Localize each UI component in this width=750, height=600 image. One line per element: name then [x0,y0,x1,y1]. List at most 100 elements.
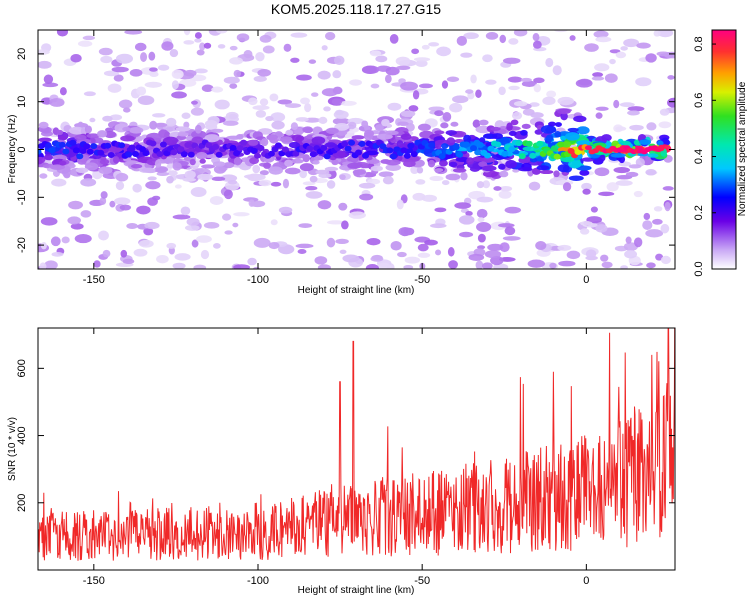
heatmap-cell [261,138,269,147]
heatmap-cell [579,169,590,176]
heatmap-cell [97,149,105,156]
heatmap-cell [50,236,61,247]
heatmap-cell [539,169,554,175]
snr-x-tick-label: 0 [583,575,589,587]
heatmap-cell [515,140,523,147]
heatmap-cell [370,83,380,89]
heatmap-cell [324,166,339,172]
heatmap-cell [191,239,199,248]
heatmap-cell [624,250,638,259]
heatmap-cell [595,224,608,233]
heatmap-cell [441,143,449,149]
heatmap-cell [334,122,350,131]
heatmap-cell [210,128,224,133]
heatmap-cell [493,186,502,191]
heatmap-cell [403,152,411,159]
heatmap-cell [385,164,402,171]
heatmap-cell [38,121,49,129]
heatmap-cell [177,146,185,153]
heatmap-cell [513,30,528,37]
heatmap-cell [429,175,444,182]
heatmap-cell [136,86,147,96]
heatmap-cell [349,79,362,86]
heatmap-cell [97,130,108,138]
figure-title: KOM5.2025.118.17.27.G15 [271,1,441,17]
heatmap-cell [51,178,67,187]
heatmap-cell [560,156,575,163]
heatmap-cell [268,166,283,175]
heatmap-cell [290,57,300,63]
heatmap-cell [292,150,300,157]
heatmap-cell [553,153,561,160]
spectrogram-y-label: Frequency (Hz) [7,115,18,184]
heatmap-cell [220,174,238,182]
heatmap-cell [400,81,419,91]
heatmap-cell [194,68,208,74]
heatmap-cell [505,160,517,169]
heatmap-cell [382,176,394,185]
heatmap-cell [107,83,122,93]
heatmap-cell [452,144,460,151]
heatmap-cell [312,160,320,165]
heatmap-cell [609,58,616,65]
heatmap-cell [233,69,241,78]
heatmap-cell [274,142,282,149]
heatmap-cell [167,170,178,176]
heatmap-cell [215,151,223,158]
heatmap-cell [191,130,207,139]
heatmap-cell [625,236,632,244]
heatmap-cell [290,32,308,38]
heatmap-cell [460,52,473,58]
heatmap-cell [557,164,570,173]
heatmap-cell [658,121,672,129]
heatmap-cell [175,126,191,132]
heatmap-cell [389,153,397,160]
heatmap-cell [199,42,206,51]
heatmap-cell [304,103,312,113]
heatmap-cell [581,182,592,191]
heatmap-cell [352,169,366,175]
heatmap-cell [535,241,547,251]
heatmap-cell [434,110,444,117]
heatmap-cell [348,139,356,146]
heatmap-cell [472,119,481,128]
heatmap-cell [601,261,613,269]
heatmap-cell [482,54,493,63]
heatmap-cell [122,258,135,265]
heatmap-cell [378,171,394,178]
heatmap-cell [263,162,271,169]
heatmap-cell [118,142,126,149]
heatmap-cell [347,162,363,169]
spectrogram-y-tick-label: 0 [16,146,28,152]
heatmap-cell [44,260,58,269]
heatmap-cell [628,164,642,169]
heatmap-cell [257,145,265,152]
heatmap-cell [434,207,447,213]
heatmap-cell [498,86,506,96]
heatmap-cell [174,184,182,189]
heatmap-cell [172,262,186,269]
heatmap-cell [233,264,251,269]
heatmap-cell [74,233,92,244]
heatmap-cell [638,139,651,145]
heatmap-cell [268,241,280,250]
heatmap-cell [74,134,87,141]
heatmap-cell [627,106,645,112]
heatmap-cell [282,178,290,189]
heatmap-cell [347,121,357,130]
heatmap-cell [339,100,357,106]
heatmap-cell [186,217,200,226]
heatmap-cell [452,168,467,173]
heatmap-cell [610,153,626,158]
heatmap-cell [369,50,382,57]
heatmap-cell [166,242,177,249]
heatmap-cell [49,164,66,170]
heatmap-cell [104,130,117,139]
heatmap-cell [118,99,133,109]
heatmap-cell [532,40,542,49]
heatmap-cell [584,43,599,52]
heatmap-cell [361,120,369,128]
heatmap-cell [554,130,561,138]
heatmap-cell [412,90,420,100]
heatmap-cell [68,200,83,210]
